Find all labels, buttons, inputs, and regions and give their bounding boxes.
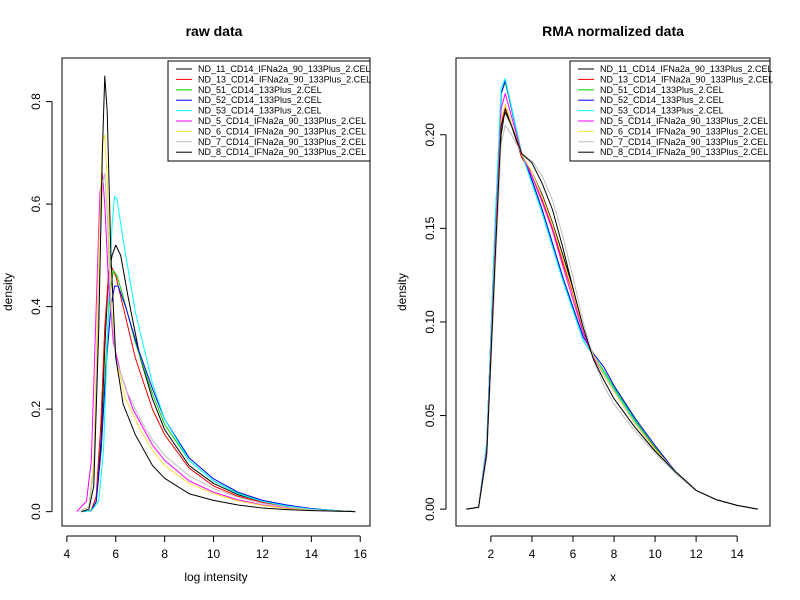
y-tick-label: 0.8 bbox=[29, 93, 43, 110]
series-line-8 bbox=[466, 124, 758, 510]
y-tick-label: 0.15 bbox=[423, 216, 437, 240]
y-tick-label: 0.00 bbox=[423, 497, 437, 521]
legend-label: ND_5_CD14_IFNa2a_90_133Plus_2.CEL bbox=[198, 116, 366, 126]
legend-label: ND_53_CD14_133Plus_2.CEL bbox=[600, 106, 724, 116]
legend-label: ND_6_CD14_IFNa2a_90_133Plus_2.CEL bbox=[198, 126, 366, 136]
legend-label: ND_7_CD14_IFNa2a_90_133Plus_2.CEL bbox=[198, 137, 366, 147]
y-tick-label: 0.6 bbox=[29, 195, 43, 212]
x-tick-label: 4 bbox=[529, 547, 536, 561]
x-axis-label: x bbox=[610, 570, 616, 584]
x-tick-label: 14 bbox=[305, 547, 319, 561]
x-tick-label: 16 bbox=[354, 547, 368, 561]
x-tick-label: 8 bbox=[611, 547, 618, 561]
x-tick-label: 8 bbox=[161, 547, 168, 561]
x-axis-label: log intensity bbox=[184, 570, 247, 584]
series-line-9 bbox=[81, 75, 356, 513]
legend-label: ND_8_CD14_IFNa2a_90_133Plus_2.CEL bbox=[198, 147, 366, 157]
legend-label: ND_51_CD14_133Plus_2.CEL bbox=[198, 85, 322, 95]
x-tick-label: 10 bbox=[648, 547, 662, 561]
y-axis-label: density bbox=[1, 273, 15, 311]
legend-label: ND_6_CD14_IFNa2a_90_133Plus_2.CEL bbox=[600, 126, 768, 136]
raw-data-panel: raw data 4 6 8 10 12 14 16 log intensity 0.0 0.2 0.… bbox=[1, 23, 371, 584]
y-tick-label: 0.4 bbox=[29, 298, 43, 315]
x-tick-label: 4 bbox=[64, 547, 71, 561]
series-line-7 bbox=[466, 104, 758, 510]
series-line-9 bbox=[466, 111, 758, 510]
series-line-2 bbox=[81, 265, 356, 513]
plot-frame bbox=[455, 57, 771, 527]
legend-label: ND_52_CD14_133Plus_2.CEL bbox=[198, 95, 322, 105]
series-line-7 bbox=[78, 134, 356, 513]
legend: ND_11_CD14_IFNa2a_90_133Plus_2.CELND_13_… bbox=[569, 60, 773, 162]
legend-label: ND_51_CD14_133Plus_2.CEL bbox=[600, 85, 724, 95]
x-tick-label: 14 bbox=[730, 547, 744, 561]
y-tick-label: 0.2 bbox=[29, 400, 43, 417]
series-line-3 bbox=[81, 270, 356, 513]
legend-label: ND_53_CD14_133Plus_2.CEL bbox=[198, 106, 322, 116]
x-tick-label: 12 bbox=[256, 547, 270, 561]
y-tick-label: 0.10 bbox=[423, 310, 437, 334]
x-tick-label: 2 bbox=[488, 547, 495, 561]
legend-label: ND_13_CD14_IFNa2a_90_133Plus_2.CEL bbox=[198, 74, 371, 84]
series-line-2 bbox=[466, 104, 758, 510]
legend-label: ND_52_CD14_133Plus_2.CEL bbox=[600, 95, 724, 105]
chart-title: RMA normalized data bbox=[542, 23, 684, 39]
series-line-6 bbox=[76, 172, 356, 513]
legend-label: ND_7_CD14_IFNa2a_90_133Plus_2.CEL bbox=[600, 137, 768, 147]
x-tick-label: 10 bbox=[207, 547, 221, 561]
series-line-4 bbox=[81, 285, 356, 513]
legend-label: ND_13_CD14_IFNa2a_90_133Plus_2.CEL bbox=[600, 74, 773, 84]
series-line-5 bbox=[81, 195, 356, 513]
legend-label: ND_8_CD14_IFNa2a_90_133Plus_2.CEL bbox=[600, 147, 768, 157]
x-tick-label: 6 bbox=[112, 547, 119, 561]
legend: ND_11_CD14_IFNa2a_90_133Plus_2.CELND_13_… bbox=[167, 60, 371, 162]
series-line-1 bbox=[466, 108, 758, 510]
legend-label: ND_11_CD14_IFNa2a_90_133Plus_2.CEL bbox=[198, 64, 370, 74]
legend-box bbox=[569, 60, 771, 162]
legend-label: ND_11_CD14_IFNa2a_90_133Plus_2.CEL bbox=[600, 64, 772, 74]
legend-label: ND_5_CD14_IFNa2a_90_133Plus_2.CEL bbox=[600, 116, 768, 126]
y-axis-label: density bbox=[395, 273, 409, 311]
y-tick-label: 0.0 bbox=[29, 503, 43, 520]
x-tick-label: 6 bbox=[570, 547, 577, 561]
rma-normalized-panel: RMA normalized data 2 4 6 8 10 12 14 x 0.00 0.05 0.… bbox=[395, 23, 773, 584]
y-tick-label: 0.05 bbox=[423, 404, 437, 428]
plot-frame bbox=[61, 57, 371, 527]
legend-box bbox=[167, 60, 371, 162]
chart-title: raw data bbox=[186, 23, 243, 39]
y-tick-label: 0.20 bbox=[423, 123, 437, 147]
x-tick-label: 12 bbox=[689, 547, 703, 561]
